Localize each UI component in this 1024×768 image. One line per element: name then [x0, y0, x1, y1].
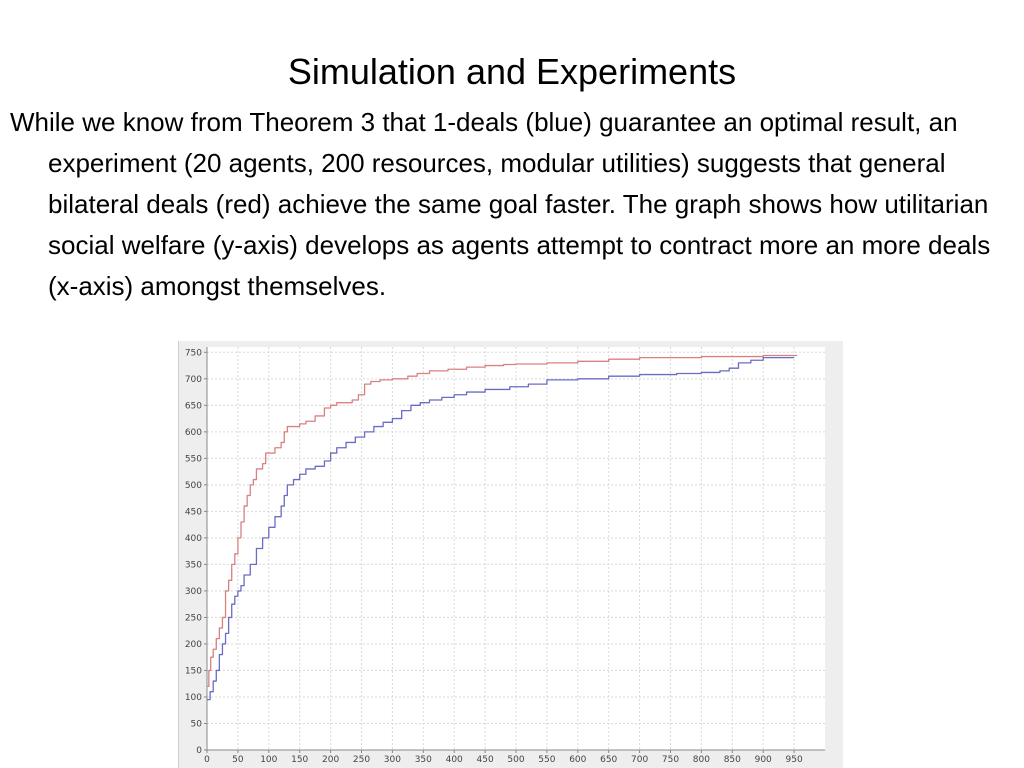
- y-tick-label: 150: [185, 666, 202, 676]
- y-tick-label: 600: [185, 428, 202, 438]
- x-tick-label: 600: [569, 755, 586, 765]
- x-tick-label: 0: [204, 755, 210, 765]
- x-tick-label: 250: [353, 755, 370, 765]
- y-tick-label: 700: [185, 375, 202, 385]
- x-tick-label: 350: [415, 755, 432, 765]
- x-tick-label: 400: [446, 755, 463, 765]
- x-tick-label: 650: [600, 755, 617, 765]
- y-tick-label: 450: [185, 507, 202, 517]
- x-tick-label: 100: [260, 755, 277, 765]
- x-tick-label: 150: [291, 755, 308, 765]
- x-tick-label: 900: [755, 755, 772, 765]
- y-tick-label: 100: [185, 693, 202, 703]
- x-tick-label: 950: [786, 755, 803, 765]
- x-tick-label: 50: [232, 755, 244, 765]
- x-tick-label: 550: [538, 755, 555, 765]
- x-tick-label: 750: [662, 755, 679, 765]
- x-tick-label: 700: [631, 755, 648, 765]
- x-tick-label: 200: [322, 755, 339, 765]
- series-line-one-deals: [207, 356, 795, 701]
- y-tick-label: 500: [185, 481, 202, 491]
- x-tick-label: 500: [507, 755, 524, 765]
- y-tick-label: 350: [185, 560, 202, 570]
- y-tick-label: 250: [185, 613, 202, 623]
- y-tick-label: 200: [185, 640, 202, 650]
- welfare-line-chart: 0501001502002503003504004505005506006507…: [185, 347, 825, 765]
- y-tick-label: 400: [185, 534, 202, 544]
- x-tick-label: 800: [693, 755, 710, 765]
- y-tick-label: 750: [185, 348, 202, 358]
- slide-body-text: While we know from Theorem 3 that 1-deal…: [10, 107, 991, 301]
- y-tick-label: 50: [191, 719, 203, 729]
- x-tick-label: 300: [384, 755, 401, 765]
- y-tick-label: 300: [185, 587, 202, 597]
- y-tick-label: 650: [185, 401, 202, 411]
- x-tick-label: 450: [477, 755, 494, 765]
- chart-frame: 0 50 100 150 200 250 300 350 400 450 500 550 600 650 7…: [178, 341, 843, 768]
- series-line-general-deals: [207, 354, 798, 688]
- x-tick-label: 850: [724, 755, 741, 765]
- slide-title: Simulation and Experiments: [287, 51, 737, 92]
- y-tick-label: 550: [185, 454, 202, 464]
- y-tick-label: 0: [196, 746, 202, 756]
